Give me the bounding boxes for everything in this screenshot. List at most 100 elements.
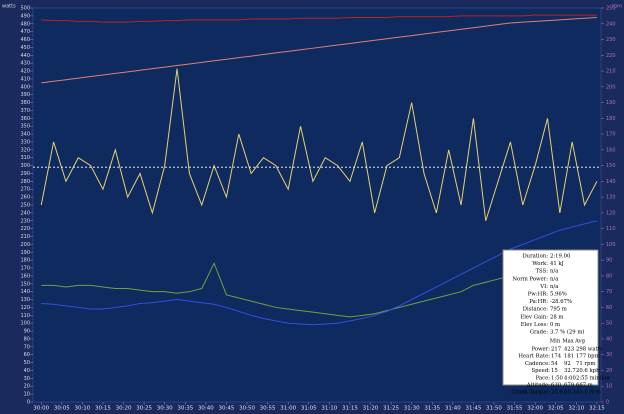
stat-label: VI: — [539, 284, 548, 290]
y-tick-label: 450 — [20, 45, 30, 51]
stat-label: Pa:HR: — [529, 299, 548, 305]
x-tick-label: 32:05 — [548, 406, 564, 412]
x-tick-label: 30:00 — [33, 406, 49, 412]
x-tick-label: 30:45 — [219, 406, 235, 412]
stats-row-label: Pace: — [536, 375, 551, 381]
x-tick-label: 31:00 — [280, 406, 296, 412]
stats-cell: 54 — [551, 361, 558, 367]
stats-cell: 4:00 — [564, 375, 577, 381]
stats-row-label: Crank Torque: — [511, 390, 550, 396]
y2-tick-label: 170 — [606, 132, 616, 138]
x-tick-label: 32:00 — [527, 406, 543, 412]
y-tick-label: 160 — [20, 273, 30, 279]
y-tick-label: 20 — [24, 384, 30, 390]
stats-cell: 71 rpm — [576, 361, 595, 367]
y2-tick-label: 20 — [606, 368, 612, 374]
stats-cell: 25.9 — [551, 390, 563, 396]
y-tick-label: 0 — [27, 400, 30, 406]
y-tick-label: 230 — [20, 218, 30, 224]
stats-cell: 2:55 min/km — [576, 375, 610, 381]
stat-label: Duration: — [522, 254, 548, 260]
y2-tick-label: 180 — [606, 116, 616, 122]
y-tick-label: 320 — [20, 147, 30, 153]
y-tick-label: 390 — [20, 92, 30, 98]
y-tick-label: 260 — [20, 195, 30, 201]
y-tick-label: 440 — [20, 53, 30, 59]
x-tick-label: 30:30 — [157, 406, 173, 412]
stat-value: n/a — [550, 269, 559, 275]
y-tick-label: 100 — [20, 321, 30, 327]
y-tick-label: 30 — [24, 376, 30, 382]
y-tick-label: 370 — [20, 108, 30, 114]
y2-tick-label: 200 — [606, 84, 616, 90]
stats-cell: 177 bpm — [576, 354, 600, 360]
y-tick-label: 480 — [20, 21, 30, 27]
y2-tick-label: 150 — [606, 163, 616, 169]
y-tick-label: 210 — [20, 234, 30, 240]
y2-tick-label: 240 — [606, 21, 616, 27]
x-tick-label: 32:15 — [589, 406, 605, 412]
x-tick-label: 30:35 — [177, 406, 193, 412]
stats-row-label: Speed: — [532, 368, 551, 374]
y2-tick-label: 50 — [606, 321, 612, 327]
y-tick-label: 110 — [20, 313, 30, 319]
stat-value: -28.67% — [550, 299, 572, 305]
stat-value: n/a — [550, 284, 559, 290]
y2-axis-label: rpm — [612, 4, 622, 10]
y2-tick-label: 40 — [606, 336, 612, 342]
stats-row-label: Cadence: — [525, 361, 550, 367]
x-tick-label: 31:40 — [445, 406, 461, 412]
y2-tick-label: 130 — [606, 195, 616, 201]
x-tick-label: 30:25 — [136, 406, 152, 412]
y-axis-label: watts — [2, 4, 16, 10]
y-tick-label: 60 — [24, 352, 30, 358]
stats-header: Avg — [574, 339, 586, 345]
stat-value: n/a — [550, 276, 559, 282]
y2-tick-label: 140 — [606, 179, 616, 185]
y2-tick-label: 0 — [606, 400, 609, 406]
stats-cell: 217 — [551, 347, 561, 353]
x-tick-label: 30:10 — [74, 406, 90, 412]
y-tick-label: 130 — [20, 297, 30, 303]
y-tick-label: 270 — [20, 187, 30, 193]
stats-box — [502, 249, 599, 386]
x-tick-label: 30:40 — [198, 406, 214, 412]
x-tick-label: 31:35 — [424, 406, 440, 412]
x-tick-label: 31:55 — [507, 406, 523, 412]
x-tick-label: 31:30 — [404, 406, 420, 412]
y-tick-label: 330 — [20, 139, 30, 145]
stat-label: Norm Power: — [512, 276, 548, 282]
y2-tick-label: 30 — [606, 352, 612, 358]
y-tick-label: 430 — [20, 61, 30, 67]
stat-label: Elev Gain: — [520, 314, 548, 320]
y2-tick-label: 250 — [606, 6, 616, 12]
x-tick-label: 30:50 — [239, 406, 255, 412]
y-tick-label: 150 — [20, 281, 30, 287]
stat-label: Grade: — [530, 330, 548, 336]
y-tick-label: 350 — [20, 124, 30, 130]
y-tick-label: 500 — [20, 6, 30, 12]
stat-label: Elev Loss: — [521, 322, 549, 328]
stats-cell: 65.3 — [564, 390, 576, 396]
stats-header: Min — [550, 339, 561, 345]
x-tick-label: 30:55 — [260, 406, 276, 412]
y-tick-label: 340 — [20, 132, 30, 138]
series-line — [41, 14, 597, 23]
y2-tick-label: 120 — [606, 210, 616, 216]
y-tick-label: 460 — [20, 37, 30, 43]
x-tick-label: 31:15 — [342, 406, 358, 412]
stats-cell: 41.0 N·m — [576, 390, 601, 396]
y-tick-label: 120 — [20, 305, 30, 311]
y-tick-label: 250 — [20, 203, 30, 209]
y2-tick-label: 210 — [606, 69, 616, 75]
y-tick-label: 190 — [20, 250, 30, 256]
stats-cell: 630 — [551, 383, 562, 389]
stats-row-label: Altitude: — [526, 383, 550, 389]
stats-cell: 181 — [564, 354, 574, 360]
y-tick-label: 360 — [20, 116, 30, 122]
stat-label: TSS: — [536, 269, 549, 275]
stat-value: 5.96% — [550, 292, 567, 298]
x-tick-label: 31:45 — [465, 406, 481, 412]
stats-cell: 423 — [564, 347, 574, 353]
